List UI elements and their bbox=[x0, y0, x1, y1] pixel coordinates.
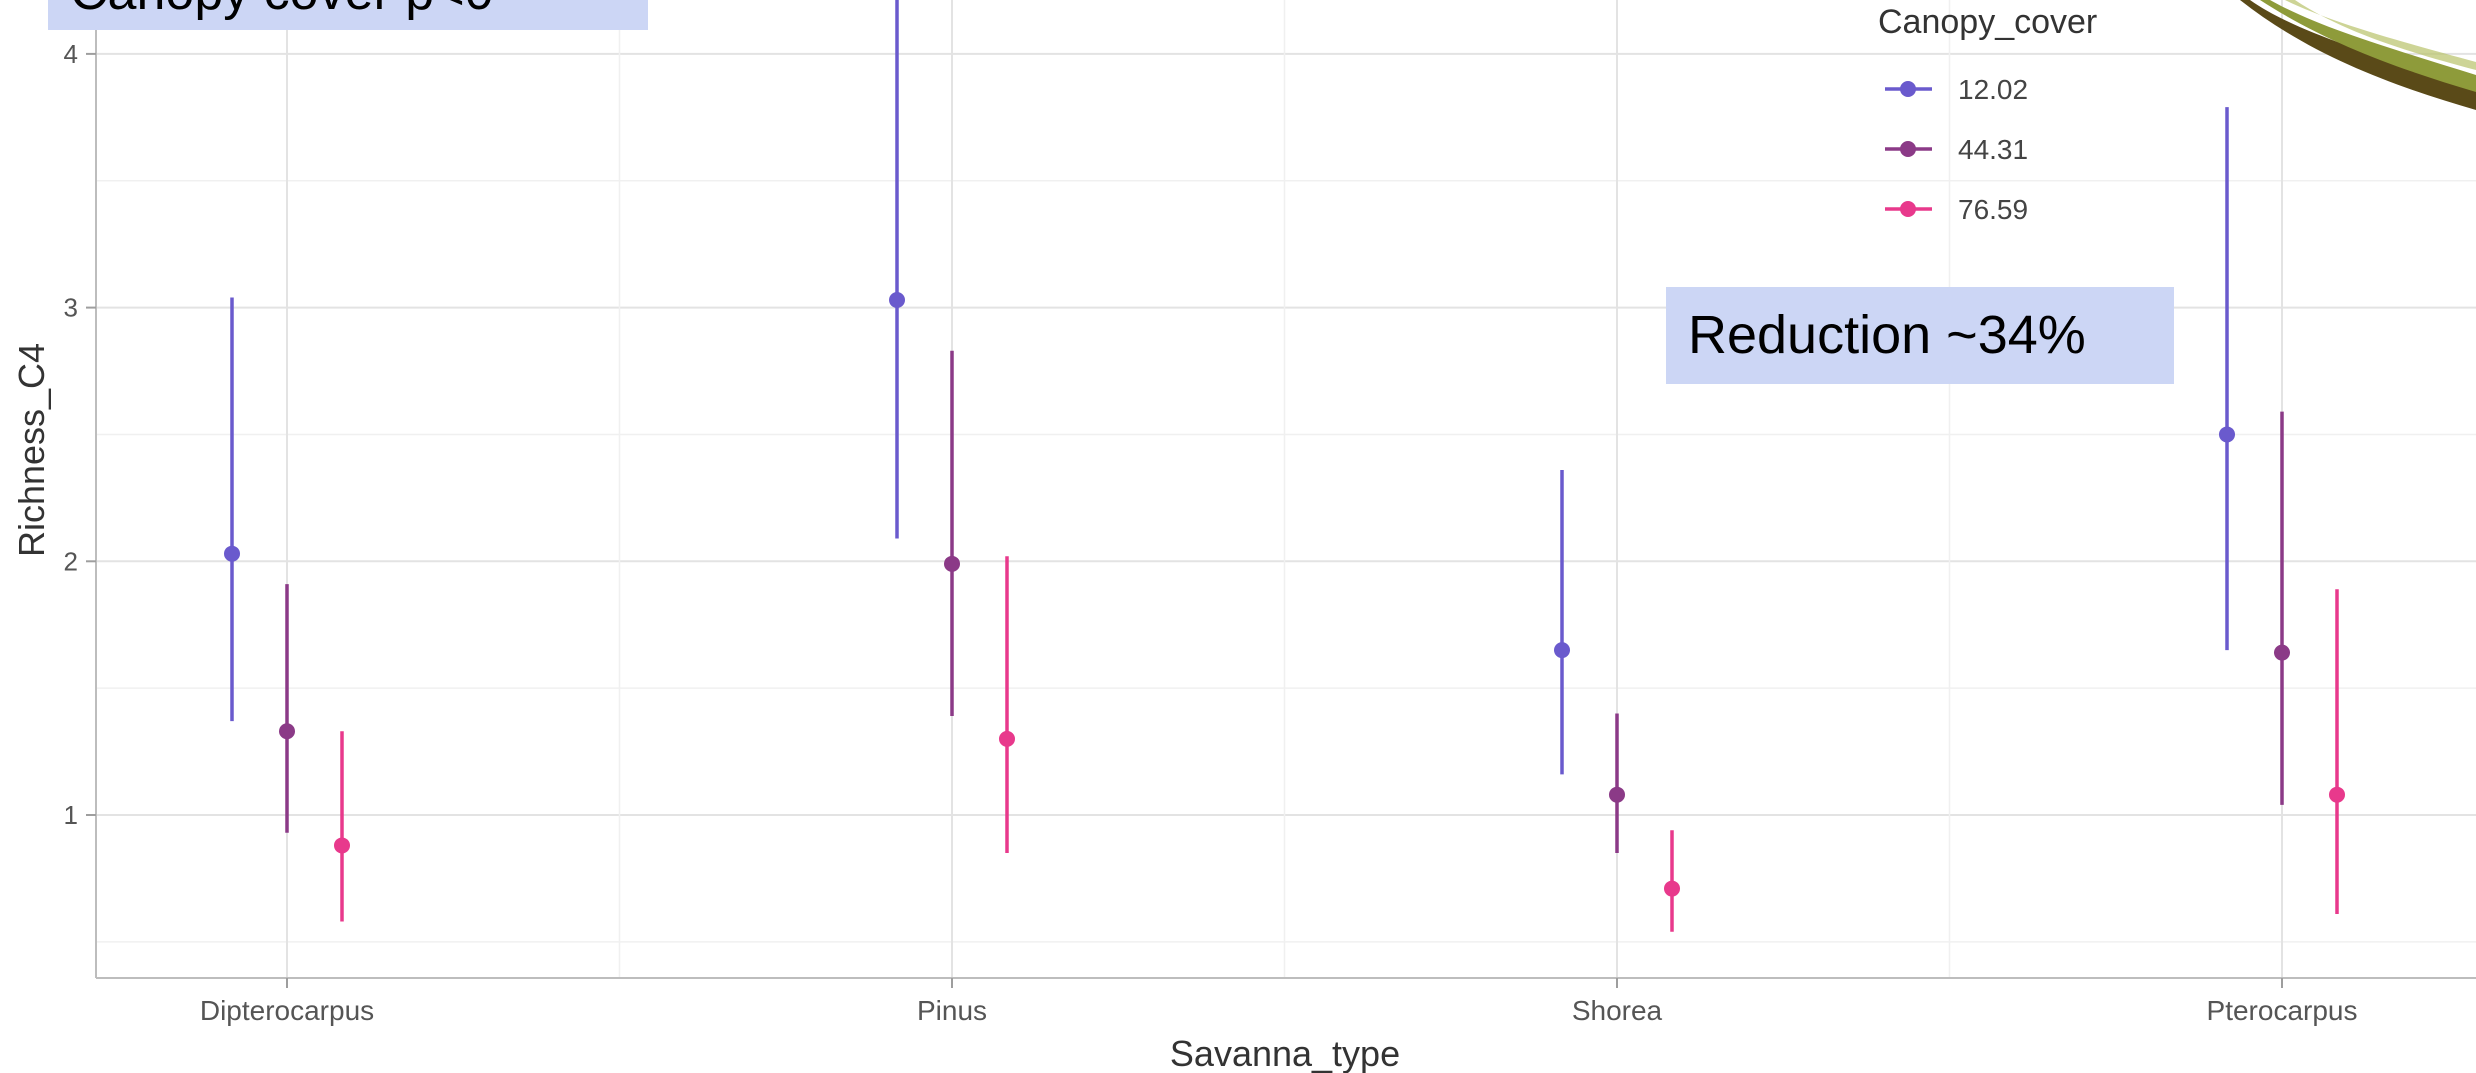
data-point bbox=[2274, 644, 2290, 661]
legend-key-point bbox=[1900, 141, 1916, 157]
data-point bbox=[334, 837, 350, 854]
legend: Canopy_cover 12.02 44.31 76.59 bbox=[1878, 3, 2097, 225]
axes: 1 2 3 4 Dipterocarpus Pinus Shorea Pterocarpus S… bbox=[11, 0, 2476, 1073]
y-tick-label: 3 bbox=[64, 293, 78, 323]
data-point bbox=[944, 555, 960, 572]
x-axis-title: Savanna_type bbox=[1170, 1033, 1400, 1073]
x-tick-label: Shorea bbox=[1572, 995, 1663, 1026]
legend-key-point bbox=[1900, 201, 1916, 217]
legend-title: Canopy_cover bbox=[1878, 3, 2097, 41]
x-tick-label: Pinus bbox=[917, 995, 987, 1026]
data-point bbox=[999, 730, 1015, 747]
x-tick-label: Dipterocarpus bbox=[200, 995, 374, 1026]
x-tick-label: Pterocarpus bbox=[2207, 995, 2358, 1026]
y-axis-title: Richness_C4 bbox=[11, 343, 52, 557]
legend-label: 76.59 bbox=[1958, 194, 2028, 225]
data-point bbox=[224, 545, 240, 562]
annotation-canopy-cover: Canopy cover p<0 bbox=[48, 0, 648, 30]
data-point bbox=[2329, 786, 2345, 803]
legend-label: 44.31 bbox=[1958, 134, 2028, 165]
grid-lines bbox=[96, 0, 2476, 978]
legend-key-point bbox=[1900, 81, 1916, 97]
y-tick-label: 2 bbox=[64, 546, 78, 576]
data-point bbox=[279, 723, 295, 740]
data-point bbox=[2219, 426, 2235, 443]
annotation-reduction: Reduction ~34% bbox=[1666, 287, 2174, 384]
y-tick-label: 1 bbox=[64, 800, 78, 830]
data-point bbox=[889, 291, 905, 308]
data-point bbox=[1664, 880, 1680, 897]
legend-label: 12.02 bbox=[1958, 74, 2028, 105]
data-point bbox=[1554, 642, 1570, 659]
chart-marks bbox=[224, 0, 2345, 932]
seed-pod-image bbox=[2240, 0, 2476, 110]
y-tick-label: 4 bbox=[64, 39, 78, 69]
data-point bbox=[1609, 786, 1625, 803]
